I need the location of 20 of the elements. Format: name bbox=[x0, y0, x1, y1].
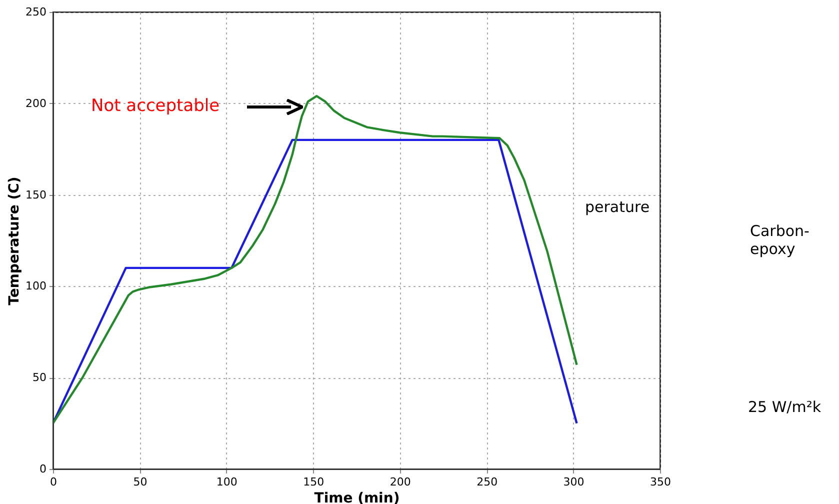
x-tick-label: 250 bbox=[476, 476, 498, 488]
y-tick-label: 250 bbox=[26, 6, 46, 18]
x-axis-title: Time (min) bbox=[314, 490, 400, 504]
y-tick-label: 50 bbox=[32, 371, 46, 384]
annotation: perature bbox=[585, 198, 651, 216]
x-tick-label: 100 bbox=[216, 476, 238, 488]
x-tick-label: 0 bbox=[50, 476, 57, 488]
x-tick-label: 150 bbox=[303, 476, 324, 488]
text: Carbon-epoxy bbox=[750, 222, 810, 258]
annotation: Not acceptable bbox=[91, 96, 221, 116]
x-tick-label: 50 bbox=[133, 476, 148, 488]
y-tick-label: 0 bbox=[40, 462, 46, 476]
y-tick-label: 200 bbox=[26, 96, 46, 110]
x-tick-label: 200 bbox=[390, 476, 411, 488]
y-tick-label: 100 bbox=[26, 280, 46, 293]
x-tick-label: 350 bbox=[650, 476, 671, 488]
x-tick-label: 300 bbox=[563, 476, 584, 488]
text: 25 W/m²k bbox=[748, 398, 822, 416]
y-tick-label: 150 bbox=[26, 188, 46, 202]
y-axis-title: Temperature (C) bbox=[6, 176, 23, 306]
